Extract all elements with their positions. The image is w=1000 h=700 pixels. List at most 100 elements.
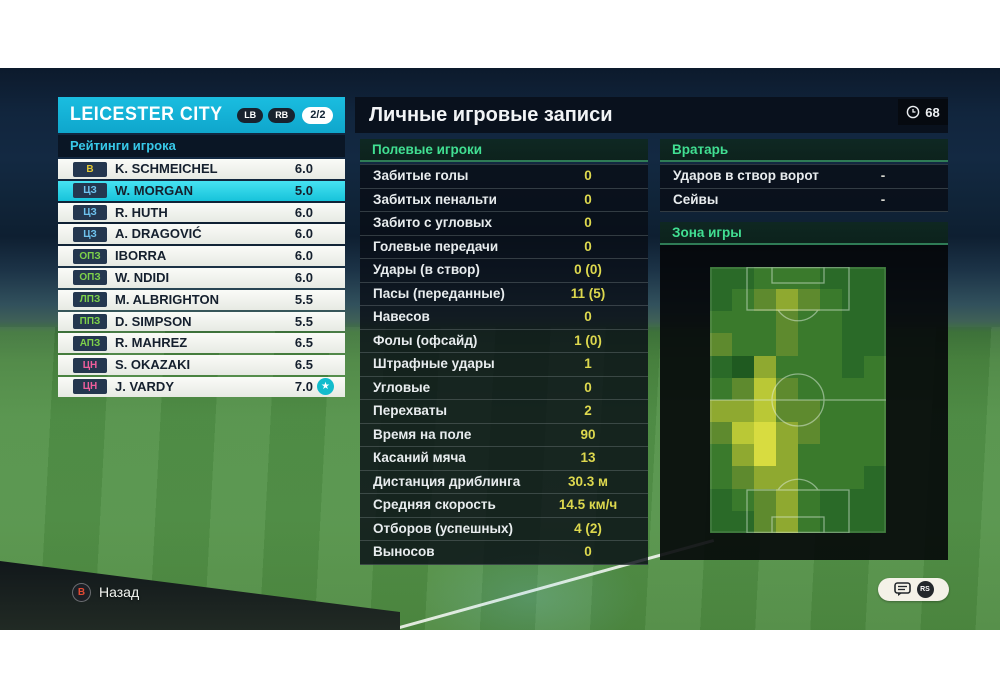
- heatmap-cell: [776, 311, 798, 334]
- stat-row: Удары (в створ) 0 (0): [360, 259, 648, 283]
- stat-label: Дистанция дриблинга: [373, 473, 521, 489]
- heatmap-cell: [732, 355, 754, 378]
- player-list[interactable]: В K. SCHMEICHEL 6.0 ЦЗ W. MORGAN 5.0 ЦЗ R. HUTH…: [58, 159, 345, 399]
- heatmap-cell: [776, 333, 798, 356]
- position-badge: ЦЗ: [73, 205, 107, 221]
- b-button-icon[interactable]: B: [72, 582, 91, 602]
- heatmap-cell: [710, 488, 732, 511]
- heatmap-cell: [798, 311, 820, 334]
- position-badge: АПЗ: [73, 335, 107, 351]
- heatmap-cell: [732, 377, 754, 400]
- rb-button-icon[interactable]: RB: [268, 107, 296, 123]
- stat-value: 0: [584, 168, 592, 183]
- play-zone-panel: [660, 245, 948, 560]
- heatmap-cell: [842, 267, 864, 290]
- heatmap-cell: [776, 466, 798, 489]
- stat-value: 0: [584, 544, 592, 559]
- player-row[interactable]: ЦН J. VARDY 7.0 ★: [58, 376, 345, 397]
- heatmap-cell: [864, 267, 886, 290]
- stat-row: Угловые 0: [360, 377, 648, 400]
- heatmap-cell: [798, 466, 820, 489]
- heatmap-cell: [820, 377, 842, 400]
- player-name: M. ALBRIGHTON: [115, 291, 219, 307]
- position-badge: ОПЗ: [73, 248, 107, 264]
- heatmap-cell: [710, 289, 732, 312]
- heatmap-cell: [754, 267, 776, 290]
- stat-label: Забитых пенальти: [373, 191, 497, 207]
- stat-label: Ударов в створ ворот: [673, 168, 819, 183]
- heatmap-cell: [776, 444, 798, 467]
- play-zone-header: Зона игры: [660, 222, 948, 245]
- stat-label: Отборов (успешных): [373, 520, 514, 536]
- player-row[interactable]: ЦЗ A. DRAGOVIĆ 6.0: [58, 224, 345, 245]
- stat-label: Средняя скорость: [373, 497, 496, 512]
- stat-row: Забитых пенальти 0: [360, 189, 648, 212]
- heatmap-cell: [820, 422, 842, 445]
- heatmap-cell: [710, 355, 732, 378]
- stat-label: Фолы (офсайд): [373, 332, 478, 348]
- clock-value: 68: [925, 104, 940, 120]
- heatmap-cell: [798, 488, 820, 511]
- player-row[interactable]: ОПЗ IBORRA 6.0: [58, 246, 345, 266]
- heatmap-cell: [842, 333, 864, 356]
- player-row[interactable]: ЦН S. OKAZAKI 6.5: [58, 355, 345, 375]
- stat-label: Забитые голы: [373, 168, 469, 183]
- heatmap-cell: [798, 399, 820, 423]
- stat-value: 1: [584, 356, 592, 371]
- records-title-bar: Личные игровые записи 68: [355, 97, 948, 133]
- stat-value: 13: [580, 450, 596, 465]
- heatmap-cell: [820, 311, 842, 334]
- heatmap-cell: [820, 399, 842, 423]
- heatmap-cell: [776, 289, 798, 312]
- player-row[interactable]: ППЗ D. SIMPSON 5.5: [58, 311, 345, 332]
- back-hint[interactable]: B Назад: [72, 582, 139, 602]
- heatmap-cell: [754, 422, 776, 445]
- player-name: J. VARDY: [115, 378, 174, 394]
- heatmap-cell: [820, 466, 842, 489]
- heatmap-cell: [732, 289, 754, 312]
- stat-label: Угловые: [373, 379, 431, 395]
- heatmap-cell: [754, 488, 776, 511]
- stat-value: 0: [584, 309, 592, 324]
- stat-row: Дистанция дриблинга 30.3 м: [360, 471, 648, 494]
- player-rating: 5.5: [294, 313, 313, 329]
- lb-button-icon[interactable]: LB: [237, 107, 264, 123]
- heatmap-cell: [732, 422, 754, 445]
- stat-label: Выносов: [373, 544, 435, 559]
- position-badge: ЦН: [73, 379, 107, 395]
- heatmap-cell: [776, 355, 798, 378]
- heatmap-cell: [710, 466, 732, 489]
- heatmap-cell: [864, 333, 886, 356]
- player-name: D. SIMPSON: [115, 313, 192, 329]
- position-badge: ППЗ: [73, 314, 107, 330]
- clock-icon: [906, 105, 920, 119]
- heatmap-cell: [798, 355, 820, 378]
- player-name: R. MAHREZ: [115, 335, 188, 351]
- player-row[interactable]: ЦЗ W. MORGAN 5.0: [58, 180, 345, 201]
- player-name: K. SCHMEICHEL: [115, 161, 218, 176]
- heatmap-cell: [798, 422, 820, 445]
- heatmap-cell: [820, 355, 842, 378]
- player-rating: 6.0: [294, 248, 313, 264]
- gk-stats-table: Ударов в створ ворот - Сейвы -: [660, 164, 948, 212]
- player-row[interactable]: ЦЗ R. HUTH 6.0: [58, 202, 345, 223]
- heatmap-cell: [798, 444, 820, 467]
- player-row[interactable]: В K. SCHMEICHEL 6.0: [58, 159, 345, 179]
- heatmap-cell: [864, 311, 886, 334]
- player-rating: 5.5: [294, 291, 313, 307]
- heatmap-cell: [776, 488, 798, 511]
- player-row[interactable]: ЛПЗ M. ALBRIGHTON 5.5: [58, 289, 345, 310]
- field-stats-table: Забитые голы 0 Забитых пенальти 0 Забито с у…: [360, 164, 648, 565]
- chat-icon[interactable]: [893, 582, 911, 597]
- heatmap-cell: [732, 510, 754, 533]
- heatmap-cell: [842, 422, 864, 445]
- stat-row: Время на поле 90: [360, 424, 648, 447]
- player-row[interactable]: ОПЗ W. NDIDI 6.0: [58, 267, 345, 288]
- position-badge: ЦЗ: [73, 183, 107, 199]
- rs-stick-icon[interactable]: RS: [916, 581, 934, 598]
- heatmap-cell: [754, 399, 776, 423]
- heatmap-pitch: [710, 267, 886, 533]
- player-row[interactable]: АПЗ R. MAHREZ 6.5: [58, 333, 345, 354]
- heatmap-cell: [776, 422, 798, 445]
- stat-row: Забито с угловых 0: [360, 212, 648, 236]
